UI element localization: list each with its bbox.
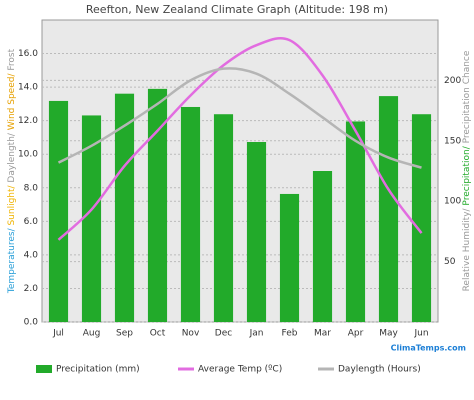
watermark: ClimaTemps.com xyxy=(391,344,466,353)
x-tick-label: Aug xyxy=(83,329,101,339)
line xyxy=(57,36,423,241)
y2-tick-label: 150 xyxy=(444,136,461,146)
y2_label_parts-part: Precipitation Chance xyxy=(462,50,472,143)
bar xyxy=(114,93,135,322)
y-tick-label: 16.0 xyxy=(18,49,38,59)
x-tick-label: Mar xyxy=(314,329,331,339)
y-tick-label: 0.0 xyxy=(24,318,39,328)
x-tick-label: May xyxy=(379,329,398,339)
y-tick-label: 14.0 xyxy=(18,83,38,93)
x-tick-label: Jan xyxy=(249,329,264,339)
bar xyxy=(180,106,201,322)
bar xyxy=(312,171,333,322)
y-tick-label: 8.0 xyxy=(24,183,39,193)
bar xyxy=(48,100,69,322)
chart-title: Reefton, New Zealand Climate Graph (Alti… xyxy=(86,3,388,16)
y_label_parts-part: Frost xyxy=(7,48,17,70)
y2_label_parts-part: Precipitation/ xyxy=(462,143,472,205)
y2-tick-label: 50 xyxy=(444,257,456,267)
x-tick-label: Nov xyxy=(182,329,200,339)
x-tick-label: Apr xyxy=(348,329,364,339)
bar xyxy=(81,115,102,322)
y_label_parts-part: Sunlight/ xyxy=(7,183,17,226)
y_label_parts: Temperatures/ Sunlight/ Daylength/ Wind … xyxy=(7,48,17,294)
y2-tick-label: 100 xyxy=(444,197,461,207)
y_label_parts-part: Wind Speed/ xyxy=(7,71,17,131)
y-tick-label: 12.0 xyxy=(18,116,38,126)
legend: Precipitation (mm) Average Temp (ºC) Dayle… xyxy=(36,365,421,375)
y_label_parts-part: Daylength/ xyxy=(7,130,17,182)
y-tick-label: 10.0 xyxy=(18,150,38,160)
x-tick-label: Sep xyxy=(116,329,133,339)
bar xyxy=(147,88,168,322)
y2_label_parts: Relative Humidity/ Precipitation/ Precip… xyxy=(462,50,472,291)
line xyxy=(57,67,422,169)
bar xyxy=(279,193,300,322)
x-tick-label: Oct xyxy=(150,329,166,339)
y2_label_parts-part: Relative Humidity/ xyxy=(462,206,472,292)
bar xyxy=(246,142,267,322)
bar xyxy=(378,96,399,322)
y_label_parts-part: Temperatures/ xyxy=(7,226,17,295)
x-tick-label: Feb xyxy=(282,329,298,339)
x-tick-label: Jun xyxy=(413,329,428,339)
legend-label: Daylength (Hours) xyxy=(338,365,421,375)
bar xyxy=(345,121,366,322)
y-tick-label: 4.0 xyxy=(24,250,39,260)
legend-label: Average Temp (ºC) xyxy=(198,365,282,375)
x-tick-label: Jul xyxy=(52,329,64,339)
bar xyxy=(411,114,432,322)
y-tick-label: 6.0 xyxy=(24,217,39,227)
y2-tick-label: 200 xyxy=(444,76,461,86)
bar xyxy=(213,114,234,322)
y-tick-label: 2.0 xyxy=(24,284,39,294)
legend-label: Precipitation (mm) xyxy=(56,365,140,375)
x-tick-label: Dec xyxy=(215,329,232,339)
legend-swatch xyxy=(36,365,52,373)
